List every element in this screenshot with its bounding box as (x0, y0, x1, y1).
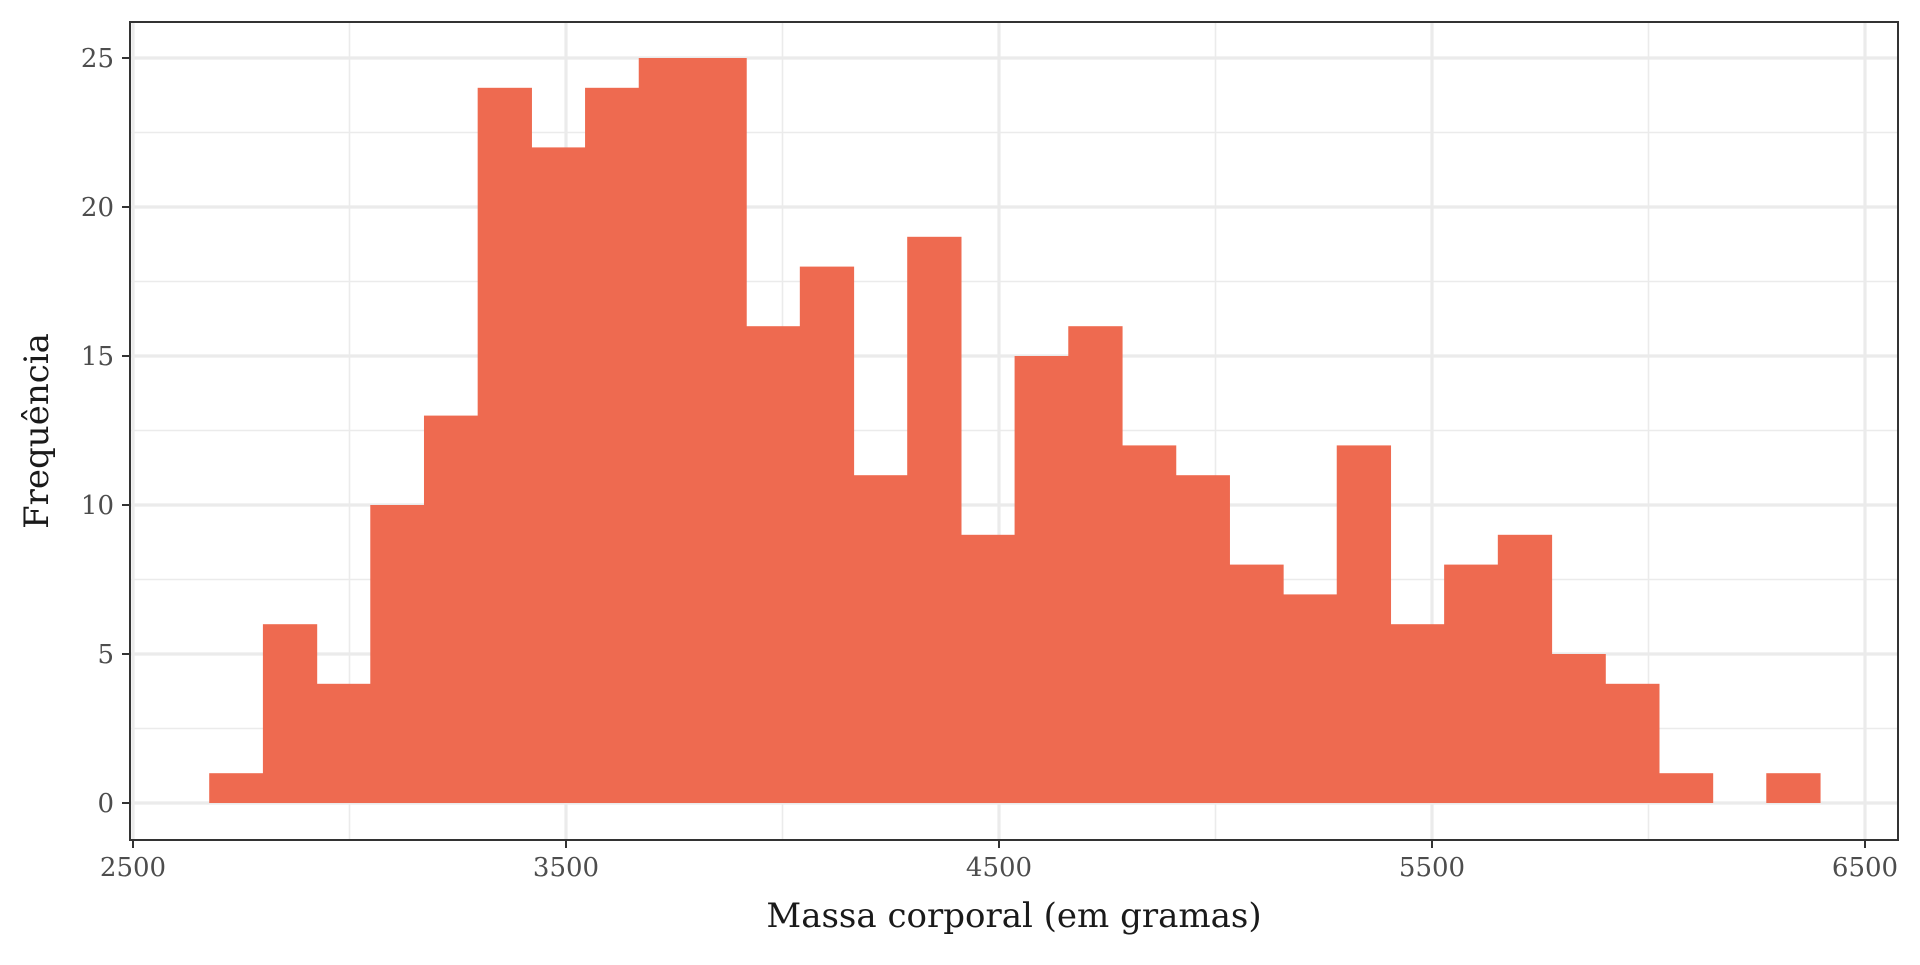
histogram-bar (746, 326, 801, 803)
histogram-bar (1336, 445, 1392, 803)
histogram-bar (531, 147, 586, 803)
histogram-bar (1766, 773, 1821, 803)
histogram-bar (1605, 683, 1660, 803)
histogram-bar (1444, 564, 1499, 803)
histogram-bar (1068, 326, 1123, 803)
histogram-bar (209, 773, 264, 803)
histogram-bar (1497, 534, 1553, 803)
histogram-bar (1014, 356, 1069, 803)
x-tick-label: 4500 (966, 853, 1032, 883)
histogram-bar (370, 505, 425, 803)
x-tick-label: 3500 (533, 853, 599, 883)
histogram-bar (1551, 654, 1606, 803)
histogram-bar (423, 415, 479, 803)
y-tick-label: 15 (81, 342, 114, 372)
panel-border (129, 21, 1899, 841)
histogram-bar (585, 87, 640, 804)
x-tick-label: 2500 (100, 853, 166, 883)
tick-layer: 2500 3500 4500 5500 6500 0 5 10 15 20 25 (81, 44, 1898, 883)
histogram-bar (1658, 773, 1714, 803)
histogram-bar (1390, 624, 1445, 803)
x-tick-label: 5500 (1399, 853, 1465, 883)
histogram-bar (1283, 594, 1338, 803)
y-axis-title: Frequência (17, 333, 57, 529)
histogram-bar (477, 87, 532, 804)
histogram-bar (853, 475, 908, 803)
histogram-bar (907, 236, 962, 804)
y-tick-label: 0 (97, 789, 114, 819)
histogram-bar (960, 534, 1016, 803)
histogram-bar (1229, 564, 1284, 803)
histogram-bar (1175, 475, 1230, 803)
bar-layer (209, 58, 1821, 804)
y-tick-label: 10 (81, 491, 114, 521)
histogram-bar (262, 624, 318, 803)
y-tick-label: 5 (97, 640, 114, 670)
y-tick-label: 25 (81, 44, 114, 74)
histogram-bar (692, 58, 747, 803)
x-tick-label: 6500 (1832, 853, 1898, 883)
histogram-bar (799, 266, 855, 804)
histogram-bar (316, 683, 371, 803)
histogram-bar (1121, 445, 1177, 803)
y-tick-label: 20 (81, 193, 114, 223)
histogram-bar (638, 58, 694, 803)
x-axis-title: Massa corporal (em gramas) (766, 896, 1261, 936)
